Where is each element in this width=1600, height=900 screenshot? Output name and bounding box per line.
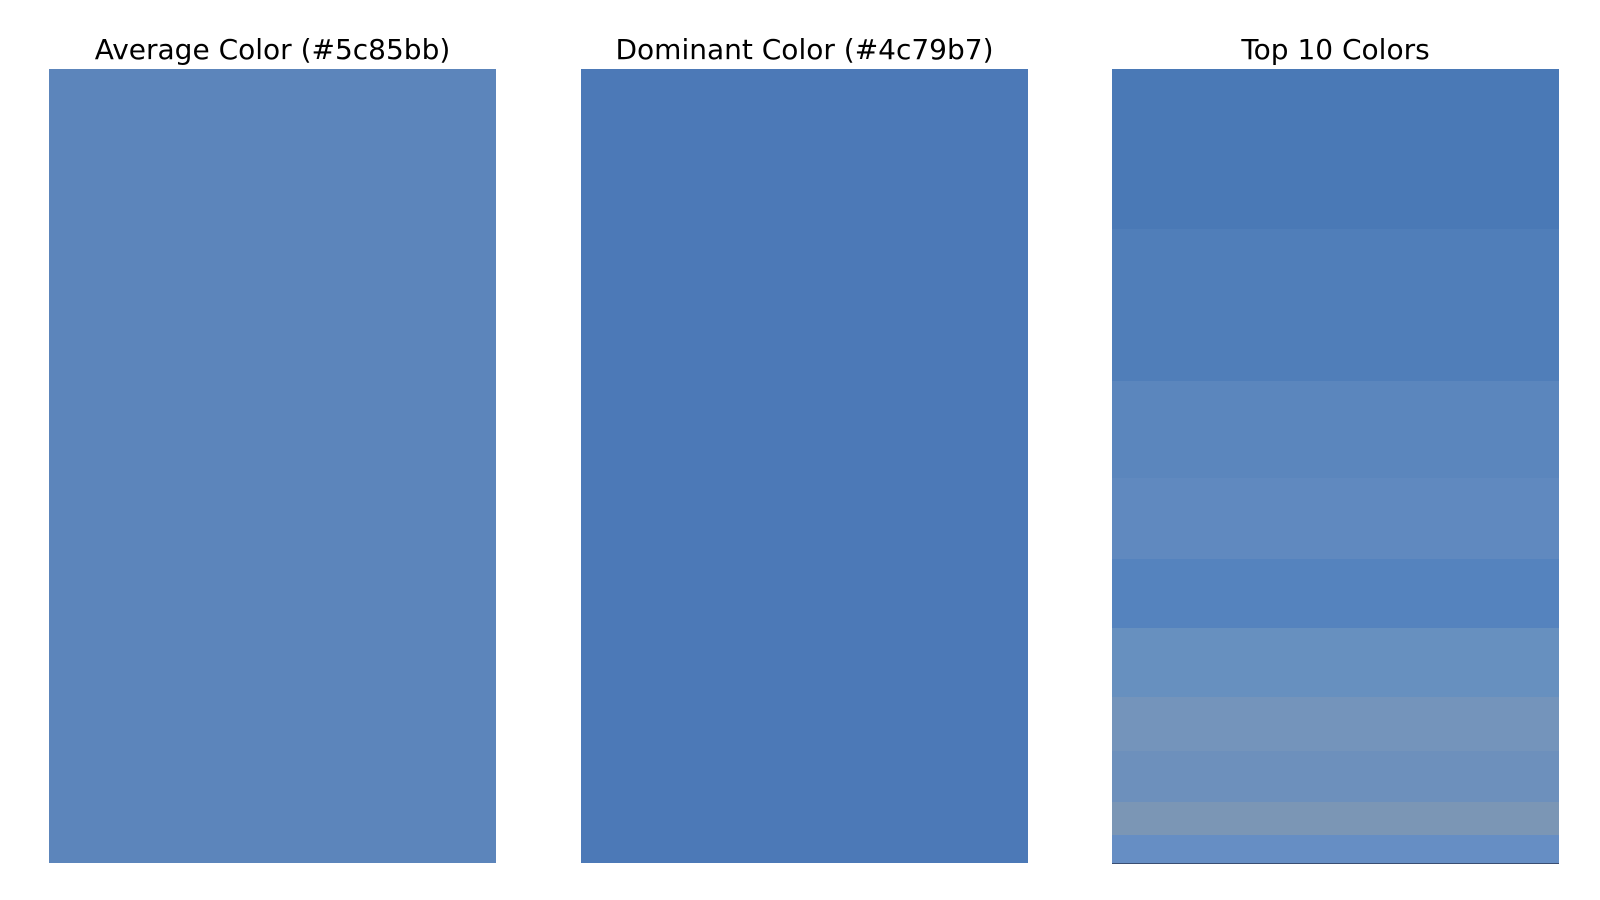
dominant-color-panel: Dominant Color (#4c79b7)	[581, 0, 1028, 900]
top-color-band-5	[1112, 558, 1559, 629]
top-color-band-4	[1112, 478, 1559, 560]
dominant-color-title: Dominant Color (#4c79b7)	[615, 33, 994, 66]
top-colors-title: Top 10 Colors	[1241, 33, 1430, 66]
top-colors-panel: Top 10 Colors	[1112, 0, 1559, 900]
top-color-band-9	[1112, 802, 1559, 836]
top-color-band-3	[1112, 381, 1559, 479]
top-color-band-1	[1112, 69, 1559, 230]
top-color-band-8	[1112, 750, 1559, 803]
average-color-panel: Average Color (#5c85bb)	[49, 0, 496, 900]
top-color-band-2	[1112, 229, 1559, 382]
top-color-band-7	[1112, 696, 1559, 752]
dominant-color-swatch	[581, 69, 1028, 863]
top-color-band-6	[1112, 628, 1559, 698]
average-color-swatch	[49, 69, 496, 863]
top-colors-stack	[1112, 69, 1559, 864]
top-color-band-10	[1112, 835, 1559, 864]
average-color-title: Average Color (#5c85bb)	[94, 33, 451, 66]
